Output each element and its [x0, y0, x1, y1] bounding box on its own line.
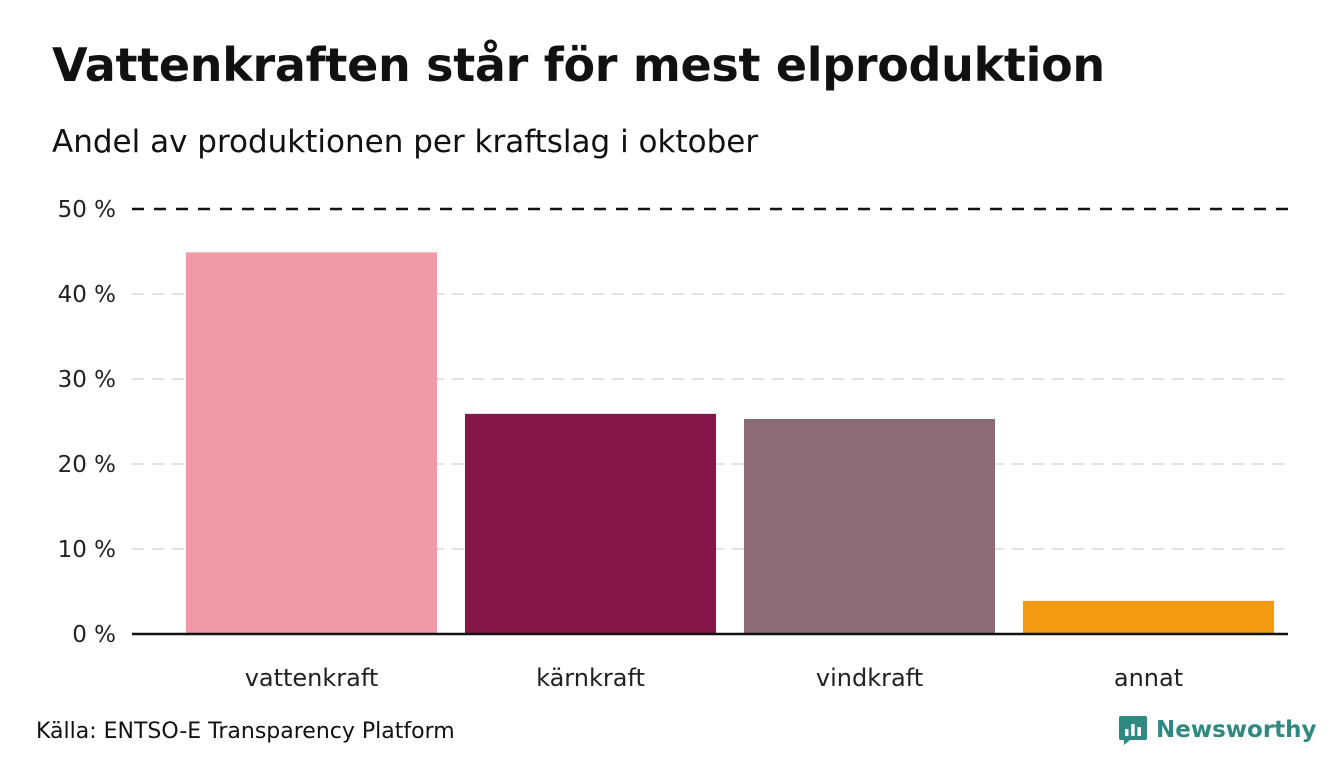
- x-category-label: vattenkraft: [245, 664, 379, 692]
- chart-subtitle: Andel av produktionen per kraftslag i ok…: [52, 124, 759, 160]
- bar-vattenkraft: [185, 252, 438, 634]
- y-tick-label: 0 %: [72, 622, 116, 648]
- bar-vindkraft: [743, 418, 996, 634]
- brand-logo: Newsworthy: [1118, 714, 1317, 746]
- x-category-label: annat: [1114, 664, 1183, 692]
- y-tick-label: 40 %: [58, 282, 116, 308]
- bar-kärnkraft: [464, 413, 717, 634]
- bar-annat: [1022, 600, 1275, 634]
- newsworthy-logo-icon: [1119, 716, 1147, 745]
- y-tick-label: 20 %: [58, 452, 116, 478]
- x-category-label: vindkraft: [816, 664, 923, 692]
- y-tick-label: 30 %: [58, 367, 116, 393]
- brand-name: Newsworthy: [1156, 717, 1317, 743]
- y-tick-label: 10 %: [58, 537, 116, 563]
- x-category-label: kärnkraft: [536, 664, 645, 692]
- chart-title: Vattenkraften står för mest elproduktion: [52, 38, 1105, 92]
- source-note: Källa: ENTSO-E Transparency Platform: [36, 719, 455, 744]
- y-tick-label: 50 %: [58, 197, 116, 223]
